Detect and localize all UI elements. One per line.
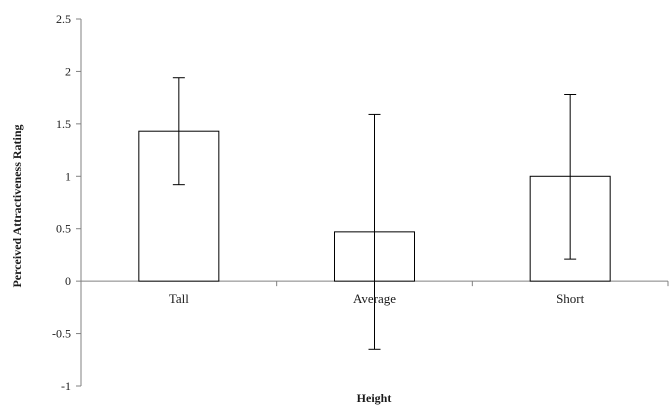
x-category-label: Average	[353, 291, 396, 306]
y-tick-label: -1	[61, 379, 71, 393]
error-bars-layer	[172, 77, 577, 350]
y-tick-label: -0.5	[52, 327, 71, 341]
y-tick-label: 1.5	[56, 117, 71, 131]
y-tick-label: 0.5	[56, 222, 71, 236]
x-category-label: Tall	[169, 291, 189, 306]
labels-layer: -1 -0.5 0 0.5 1 1.5 2 2.5 Tall Average Short	[52, 12, 585, 393]
y-axis-title: Perceived Attractiveness Rating	[10, 124, 24, 287]
y-tick-label: 1	[65, 169, 71, 183]
x-category-label: Short	[556, 291, 585, 306]
y-tick-label: 0	[65, 274, 71, 288]
y-tick-label: 2.5	[56, 12, 71, 26]
y-tick-label: 2	[65, 64, 71, 78]
x-axis-title: Height	[357, 391, 392, 405]
